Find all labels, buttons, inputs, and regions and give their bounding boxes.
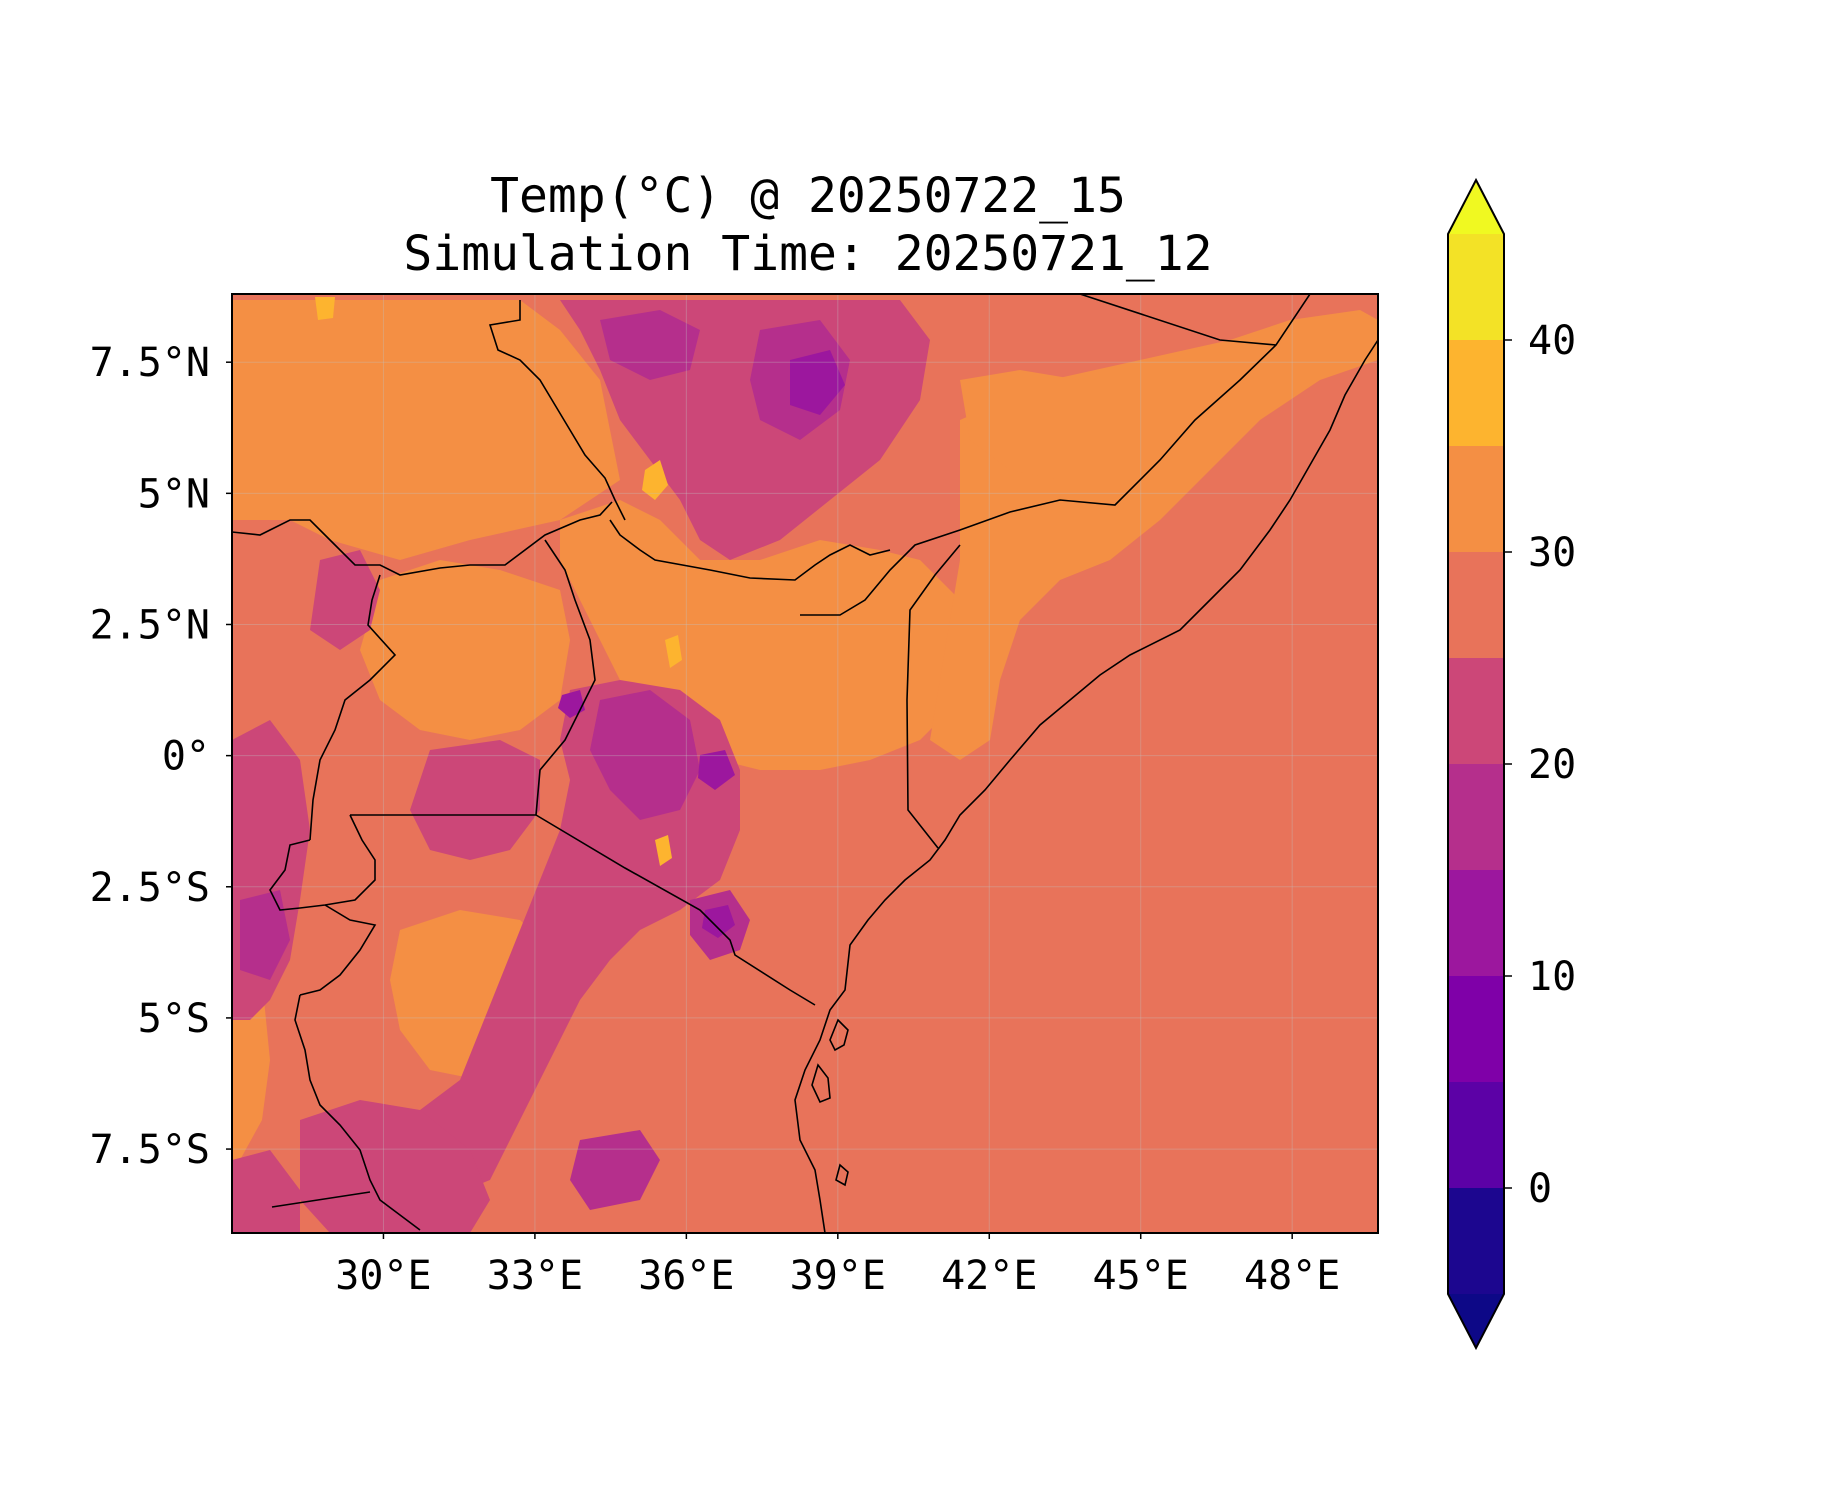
borders	[232, 294, 1378, 1233]
colorbar-tick-label: 40	[1528, 318, 1576, 364]
warm-region-uganda	[360, 560, 570, 740]
border-zambia-tanzania	[271, 1191, 371, 1208]
coldest-ethiopia	[790, 350, 845, 415]
lat-tick-label: 7.5°S	[90, 1127, 210, 1173]
coldest-elgon	[558, 690, 585, 718]
border-rwanda-burundi	[269, 814, 376, 911]
colorbar-tick-label: 0	[1528, 1166, 1552, 1212]
colorbar-bin	[1448, 658, 1504, 764]
island-zanzibar	[811, 1063, 831, 1104]
border-somalia-ethiopia	[800, 294, 1311, 616]
border-burundi-tanzania	[299, 904, 377, 996]
longitude-ticks: 30°E 33°E 36°E 39°E 42°E 45°E 48°E	[335, 1233, 1340, 1299]
lat-tick-label: 5°S	[138, 996, 210, 1042]
lat-tick-label: 7.5°N	[90, 340, 210, 386]
colorbar-bin	[1448, 764, 1504, 870]
colorbar-under-extension	[1448, 1294, 1504, 1348]
colorbar-bin	[1448, 552, 1504, 658]
island-mafia	[835, 1163, 849, 1187]
lat-tick-label: 2.5°S	[90, 865, 210, 911]
colorbar-bin	[1448, 870, 1504, 976]
lon-tick-label: 45°E	[1093, 1253, 1189, 1299]
colorbar-tick-label: 20	[1528, 742, 1576, 788]
coldest-mt-kenya	[698, 750, 735, 790]
cool-region-tanzania-west	[232, 1150, 300, 1233]
cold-region-rift-south	[570, 1130, 660, 1210]
border-kenya-tanzania	[535, 814, 816, 1006]
colorbar-bin	[1448, 976, 1504, 1082]
cold-region-west	[240, 890, 290, 980]
cold-region-kenya-1	[590, 690, 700, 820]
lon-tick-label: 48°E	[1244, 1253, 1340, 1299]
hot-spot-north	[315, 297, 335, 320]
colorbar-bin	[1448, 446, 1504, 552]
cool-region-lake-victoria	[410, 740, 540, 860]
hot-spots	[315, 297, 682, 866]
colorbar-bin	[1448, 234, 1504, 340]
hot-spot-lake-turkana	[642, 460, 668, 500]
gridlines	[232, 294, 1378, 1233]
lon-tick-label: 42°E	[941, 1253, 1037, 1299]
lon-tick-label: 36°E	[638, 1253, 734, 1299]
temperature-field	[232, 294, 1378, 1233]
colorbar-over-extension	[1448, 180, 1504, 234]
border-south-sudan-ethiopia	[488, 300, 626, 521]
coastline	[794, 339, 1378, 1233]
map-title-line-2: Simulation Time: 20250721_12	[403, 226, 1213, 282]
warm-region-west-lake	[232, 980, 270, 1160]
lat-tick-label: 0°	[162, 734, 210, 780]
warm-region-ethiopia-east	[960, 370, 1120, 480]
colorbar-tick-label: 30	[1528, 530, 1576, 576]
border-south-sudan-uganda	[232, 501, 613, 576]
border-ethiopia-kenya	[609, 519, 891, 581]
warm-region-south-sudan	[232, 300, 620, 560]
border-tanzania-west	[294, 994, 421, 1231]
hot-spot-rift	[665, 635, 682, 668]
island-pemba	[829, 1018, 849, 1052]
coldest-regions	[558, 350, 845, 938]
lon-tick-label: 33°E	[487, 1253, 583, 1299]
map-frame	[231, 293, 1379, 1234]
coldest-kilimanjaro	[702, 905, 735, 938]
border-uganda-drc	[309, 574, 397, 841]
cool-region-uganda-north	[310, 550, 380, 650]
lat-tick-label: 2.5°N	[90, 602, 210, 648]
map-title-line-1: Temp(°C) @ 20250722_15	[490, 168, 1126, 224]
border-kenya-somalia	[906, 544, 961, 849]
hot-spot-magadi	[655, 835, 672, 866]
lon-tick-label: 39°E	[790, 1253, 886, 1299]
cold-region-ethiopia-1	[600, 310, 700, 380]
lon-tick-label: 30°E	[335, 1253, 431, 1299]
border-uganda-kenya	[535, 539, 596, 816]
colorbar-bin	[1448, 1082, 1504, 1188]
colorbar-outline	[1447, 177, 1505, 1351]
colorbar-bin	[1448, 1188, 1504, 1294]
colorbar-bin	[1448, 340, 1504, 446]
colorbar-tick-label: 10	[1528, 954, 1576, 1000]
latitude-ticks: 7.5°N 5°N 2.5°N 0° 2.5°S 5°S 7.5°S	[90, 340, 232, 1173]
lat-tick-label: 5°N	[138, 471, 210, 517]
colorbar: 0 10 20 30 40	[1447, 177, 1576, 1351]
border-ethiopia-north	[1079, 294, 1277, 346]
